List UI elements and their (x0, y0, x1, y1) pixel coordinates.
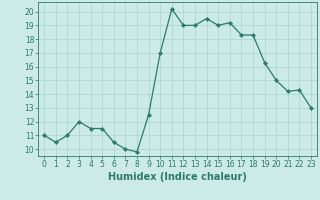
X-axis label: Humidex (Indice chaleur): Humidex (Indice chaleur) (108, 172, 247, 182)
